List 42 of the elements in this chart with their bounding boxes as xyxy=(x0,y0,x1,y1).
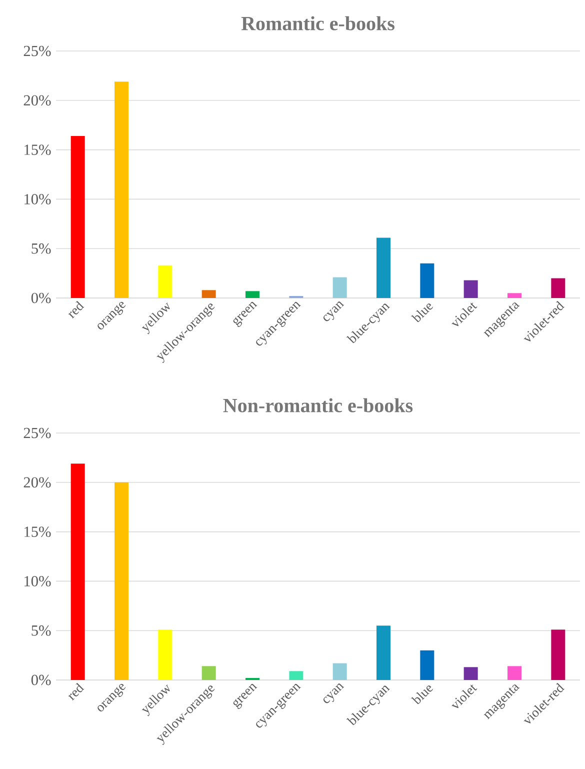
y-tick-label: 10% xyxy=(24,194,51,204)
y-tick-label: 20% xyxy=(24,477,51,488)
bar xyxy=(420,650,434,680)
bar xyxy=(376,238,390,298)
bar xyxy=(332,663,347,680)
y-tick-label: 25% xyxy=(24,46,51,56)
bar xyxy=(507,293,522,298)
bar xyxy=(464,667,478,680)
bar xyxy=(420,263,434,298)
bar xyxy=(289,671,304,680)
bar xyxy=(551,278,566,298)
bar xyxy=(114,482,128,680)
y-tick-label: 0% xyxy=(31,674,51,686)
bar xyxy=(507,666,522,680)
bar xyxy=(202,290,216,298)
y-tick-label: 5% xyxy=(32,243,51,254)
x-tick-label: cyan xyxy=(324,684,344,704)
x-tick-label: blue xyxy=(410,304,433,322)
bar xyxy=(464,280,478,298)
x-tick-label: red xyxy=(68,300,84,319)
chart-title: Non-romantic e-books xyxy=(223,398,413,412)
bar xyxy=(158,265,172,298)
bar xyxy=(376,626,390,680)
chart-title: Romantic e-books xyxy=(241,16,394,30)
bar xyxy=(70,464,85,680)
y-tick-label: 15% xyxy=(24,526,51,538)
x-tick-label: cyan xyxy=(324,302,344,322)
bar xyxy=(202,666,216,680)
x-tick-label: blue xyxy=(410,686,433,704)
bar xyxy=(551,630,566,680)
y-tick-label: 20% xyxy=(24,95,51,106)
y-tick-label: 5% xyxy=(32,625,51,636)
bar xyxy=(245,291,260,298)
y-tick-label: 10% xyxy=(24,576,51,586)
x-tick-label: red xyxy=(68,682,84,701)
bar xyxy=(70,136,85,298)
y-tick-label: 15% xyxy=(24,144,51,156)
y-tick-label: 25% xyxy=(24,428,51,438)
bar xyxy=(332,277,347,298)
bar xyxy=(158,630,172,680)
bar xyxy=(114,82,128,298)
y-tick-label: 0% xyxy=(31,292,51,304)
